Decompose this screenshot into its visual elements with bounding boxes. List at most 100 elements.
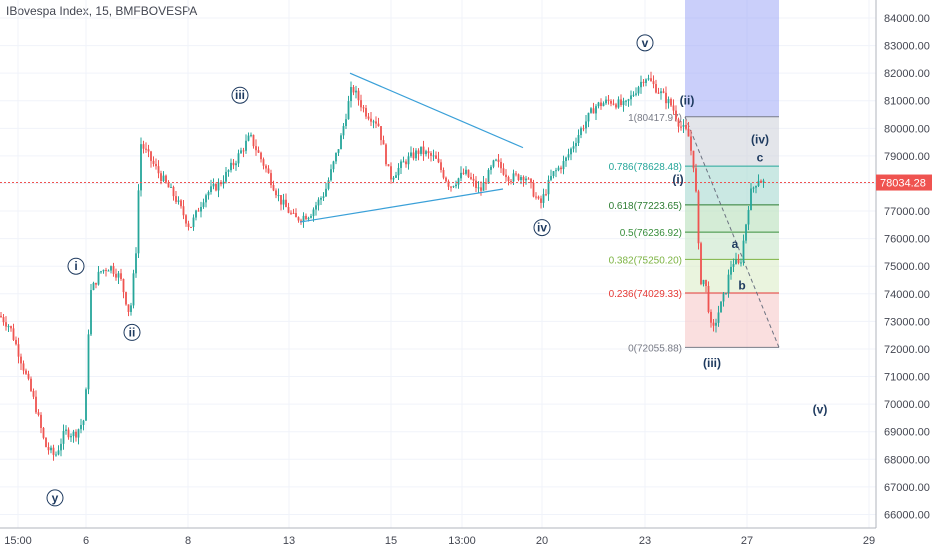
candle-body xyxy=(427,151,430,154)
candle-body xyxy=(0,315,2,318)
candle-body xyxy=(60,443,62,451)
x-tick-label: 15:00 xyxy=(4,535,32,547)
candle-body xyxy=(500,161,502,169)
candle-body xyxy=(62,430,65,444)
wave-label: (iii) xyxy=(703,356,721,370)
candle-body xyxy=(97,271,100,285)
candle-body xyxy=(570,148,572,155)
candle-body xyxy=(130,305,132,312)
wave-label: v xyxy=(642,36,649,50)
candle-body xyxy=(665,92,667,104)
y-tick-label: 79000.00 xyxy=(884,151,930,163)
candle-body xyxy=(655,84,657,93)
candle-body xyxy=(310,216,312,218)
candle-body xyxy=(257,150,260,153)
candle-body xyxy=(7,326,10,328)
candle-body xyxy=(605,99,607,104)
y-tick-label: 75000.00 xyxy=(884,261,930,273)
candle-body xyxy=(675,110,677,120)
candle-body xyxy=(577,135,580,144)
candle-body xyxy=(690,136,692,151)
candle-body xyxy=(362,107,365,109)
candle-body xyxy=(607,99,610,101)
candle-body xyxy=(282,199,285,205)
candle-body xyxy=(652,81,655,85)
candle-body xyxy=(482,182,485,191)
candle-body xyxy=(145,148,147,150)
candle-body xyxy=(467,169,470,178)
candle-body xyxy=(430,153,432,156)
candle-body xyxy=(390,166,392,180)
candle-body xyxy=(47,447,50,451)
candle-body xyxy=(717,312,720,323)
y-tick-label: 80000.00 xyxy=(884,123,930,135)
candle-body xyxy=(462,172,465,174)
candle-body xyxy=(637,87,640,94)
candle-body xyxy=(262,159,265,166)
candle-body xyxy=(572,146,575,149)
y-tick-label: 82000.00 xyxy=(884,68,930,80)
candle-body xyxy=(377,123,380,127)
candle-body xyxy=(542,194,545,203)
candle-body xyxy=(412,152,415,159)
candle-body xyxy=(385,144,387,165)
candle-body xyxy=(50,447,52,451)
candle-body xyxy=(167,182,170,188)
candle-body xyxy=(117,273,120,278)
candle-body xyxy=(615,104,617,108)
candle-body xyxy=(617,99,620,108)
candle-body xyxy=(40,414,42,428)
candle-body xyxy=(590,108,592,113)
candle-body xyxy=(730,266,732,275)
fib-level-label: 0.786(78628.48) xyxy=(609,162,682,173)
candle-body xyxy=(560,167,562,170)
wave-label: iv xyxy=(537,221,547,235)
candle-body xyxy=(152,160,155,164)
candle-body xyxy=(707,285,710,312)
candle-body xyxy=(450,186,452,188)
candle-body xyxy=(187,223,190,227)
candle-body xyxy=(290,212,292,214)
candle-body xyxy=(662,91,665,93)
candle-body xyxy=(132,273,135,306)
candle-body xyxy=(255,146,257,151)
candle-body xyxy=(602,103,605,107)
candle-body xyxy=(587,112,590,122)
fib-zone xyxy=(685,259,779,293)
candle-body xyxy=(127,304,130,312)
candle-body xyxy=(320,197,322,200)
candle-body xyxy=(402,161,405,163)
candle-body xyxy=(400,161,402,168)
candle-body xyxy=(452,186,455,188)
candle-body xyxy=(705,279,707,286)
candle-body xyxy=(445,177,447,182)
y-tick-label: 69000.00 xyxy=(884,427,930,439)
y-tick-label: 74000.00 xyxy=(884,289,930,301)
candle-body xyxy=(515,173,517,175)
candle-body xyxy=(360,100,362,108)
fib-level-label: 0.382(75250.20) xyxy=(609,255,682,266)
candle-body xyxy=(352,87,355,93)
candle-body xyxy=(397,167,400,176)
candle-body xyxy=(25,370,27,374)
candle-body xyxy=(492,160,495,167)
wave-label: iii xyxy=(235,88,245,102)
y-tick-label: 67000.00 xyxy=(884,482,930,494)
candle-body xyxy=(737,259,740,263)
candle-body xyxy=(307,217,310,220)
candle-body xyxy=(757,180,760,186)
candle-body xyxy=(312,209,315,217)
candle-body xyxy=(287,207,290,213)
candle-body xyxy=(147,149,150,152)
candle-body xyxy=(595,106,597,114)
candle-body xyxy=(235,163,237,166)
candle-body xyxy=(387,164,390,167)
candle-body xyxy=(347,101,350,120)
candle-body xyxy=(477,187,480,189)
candle-body xyxy=(497,159,500,162)
candle-body xyxy=(750,188,752,210)
candle-body xyxy=(645,79,647,83)
candle-body xyxy=(525,178,527,181)
candle-body xyxy=(407,156,410,165)
